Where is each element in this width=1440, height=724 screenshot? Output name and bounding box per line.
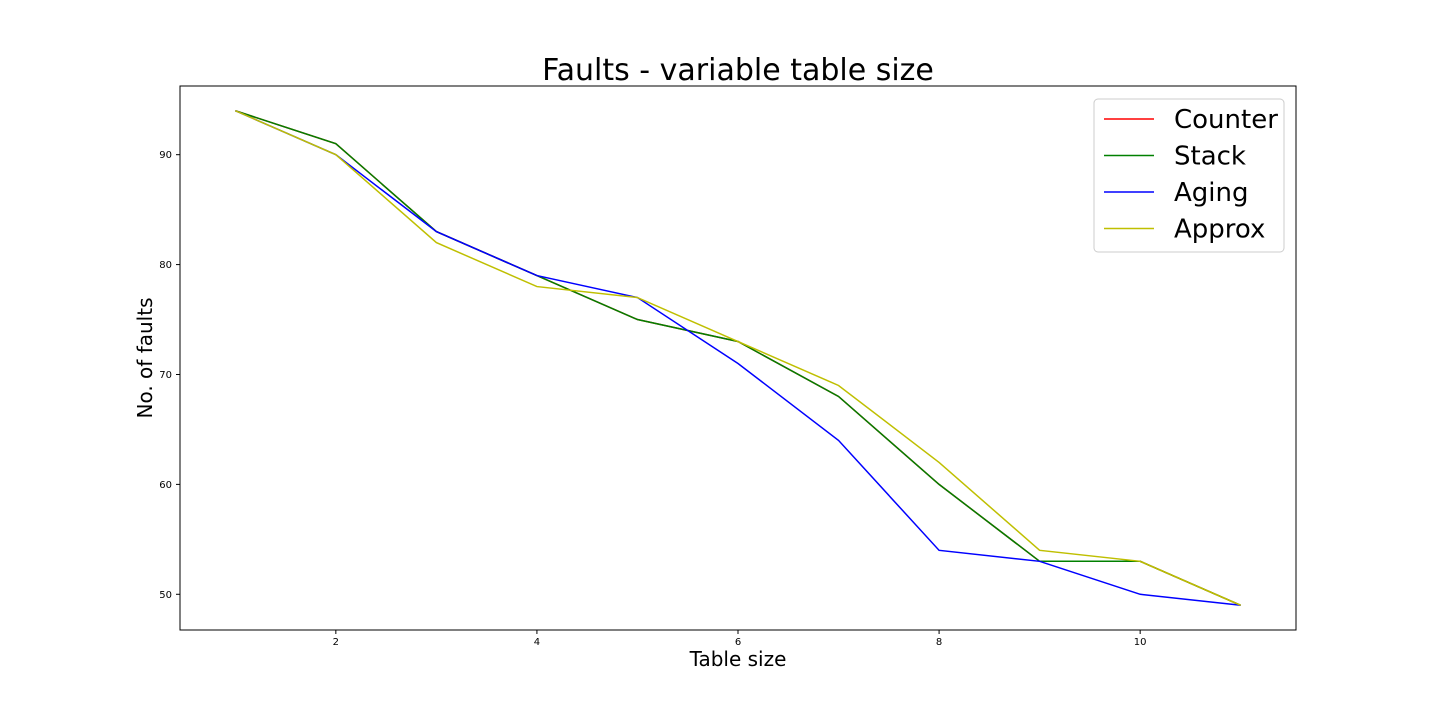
y-tick-label: 70 xyxy=(159,370,172,381)
series-line-approx xyxy=(234,110,1242,606)
x-tick-label: 4 xyxy=(534,637,540,648)
y-tick-label: 60 xyxy=(159,480,172,491)
x-axis-label: Table size xyxy=(689,647,787,671)
ticks-layer: 2 4 6 8 10 50 60 70 80 90 xyxy=(159,150,1146,648)
series-line-aging xyxy=(234,110,1241,607)
chart-title: Faults - variable table size xyxy=(542,53,934,88)
y-tick-label: 80 xyxy=(159,260,172,271)
plot-frame xyxy=(179,85,1297,631)
legend-frame xyxy=(1093,98,1285,253)
legend-label-stack: Stack xyxy=(1174,142,1246,172)
legend: Counter Stack Aging Approx xyxy=(1093,98,1285,253)
x-tick-label: 2 xyxy=(333,637,339,648)
legend-label-counter: Counter xyxy=(1174,105,1278,135)
x-tick-label: 10 xyxy=(1134,637,1147,648)
legend-label-approx: Approx xyxy=(1174,215,1265,245)
y-axis-label: No. of faults xyxy=(133,298,157,419)
y-tick-label: 50 xyxy=(159,590,172,601)
legend-label-aging: Aging xyxy=(1174,178,1249,208)
x-tick-label: 8 xyxy=(936,637,942,648)
x-tick-label: 6 xyxy=(735,637,741,648)
y-tick-label: 90 xyxy=(159,150,172,161)
series-layer xyxy=(234,110,1242,607)
